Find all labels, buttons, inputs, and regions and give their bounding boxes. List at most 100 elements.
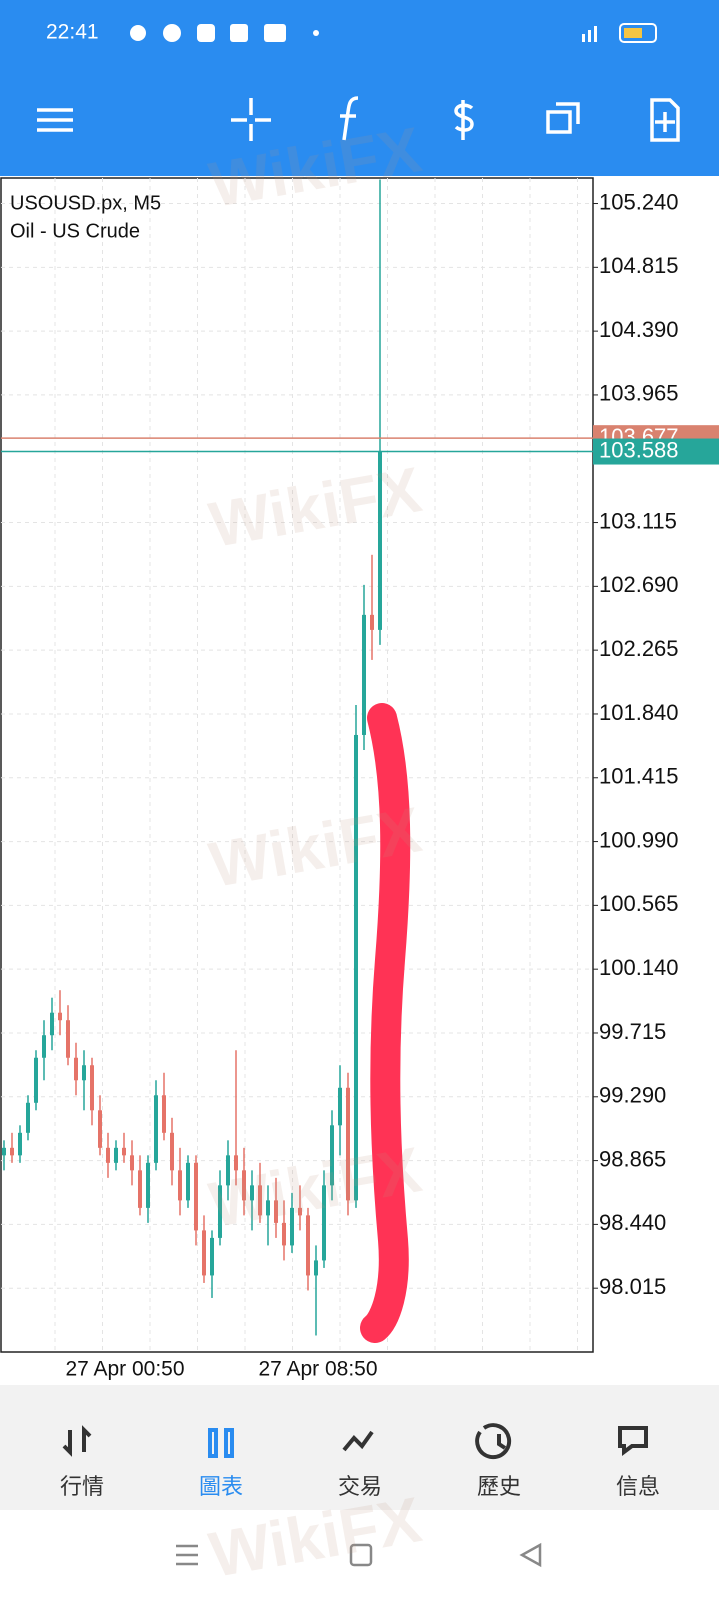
nav-icon[interactable]	[208, 1428, 234, 1458]
candle-body	[130, 1155, 134, 1171]
system-nav	[176, 1542, 542, 1568]
x-tick-label: 27 Apr 00:50	[65, 1358, 184, 1381]
candle-body	[138, 1170, 142, 1208]
candle-body	[362, 614, 366, 735]
last-price-tag	[593, 438, 719, 465]
candle-body	[66, 1020, 70, 1058]
candle-body	[18, 1132, 22, 1156]
last-price-label: 103.588	[599, 437, 679, 462]
candle-body	[146, 1162, 150, 1208]
x-tick-label: 27 Apr 08:50	[258, 1358, 377, 1381]
candle-body	[10, 1147, 14, 1156]
candle-body	[354, 734, 358, 1201]
candle-body	[74, 1057, 78, 1081]
candle-body	[298, 1207, 302, 1216]
candle-body	[330, 1125, 334, 1186]
candle-body	[250, 1185, 254, 1201]
candle-body	[170, 1132, 174, 1171]
candle-body	[226, 1155, 230, 1186]
candle-body	[242, 1170, 246, 1201]
candle-body	[162, 1095, 166, 1133]
nav-label[interactable]: 歷史	[477, 1474, 521, 1499]
new-order-button[interactable]	[650, 98, 680, 142]
indicator-button[interactable]	[340, 96, 359, 141]
y-tick-label: 100.990	[599, 827, 679, 852]
candle-body	[26, 1102, 30, 1133]
recent-button[interactable]	[176, 1544, 198, 1566]
status-icons	[130, 23, 657, 43]
y-tick-label: 103.965	[599, 381, 679, 406]
candle-body	[106, 1147, 110, 1163]
nav-icon[interactable]	[618, 1426, 648, 1456]
bottom-nav	[0, 1385, 719, 1510]
candle-body	[258, 1185, 262, 1216]
nav-tabs: 行情 圖表 交易 歷史 信息	[60, 1423, 660, 1499]
nav-icon[interactable]	[475, 1423, 512, 1460]
candle-body	[58, 1012, 62, 1021]
candle-body	[370, 614, 374, 630]
candle-body	[346, 1087, 350, 1201]
y-tick-label: 104.390	[599, 317, 679, 342]
chart-description: Oil - US Crude	[10, 220, 140, 242]
y-tick-label: 99.715	[599, 1019, 666, 1044]
y-tick-label: 101.415	[599, 764, 679, 789]
home-button[interactable]	[349, 1543, 373, 1567]
y-tick-label: 99.290	[599, 1083, 666, 1108]
y-tick-label: 101.840	[599, 700, 679, 725]
window-button[interactable]	[546, 102, 580, 134]
y-tick-label: 98.440	[599, 1210, 666, 1235]
candle-body	[322, 1185, 326, 1261]
candle-body	[122, 1147, 126, 1156]
candle-body	[290, 1207, 294, 1246]
back-button[interactable]	[519, 1542, 542, 1568]
candle-body	[274, 1200, 278, 1223]
candle-body	[50, 1012, 54, 1036]
candle-body	[282, 1222, 286, 1246]
candle-body	[314, 1260, 318, 1276]
hand-drawn-marker	[360, 703, 411, 1343]
y-tick-label: 103.115	[599, 508, 677, 533]
candle-body	[218, 1185, 222, 1238]
candle-body	[42, 1035, 46, 1058]
header-bg	[0, 0, 719, 176]
y-tick-label: 105.240	[599, 189, 679, 214]
candle-body	[34, 1057, 38, 1103]
candle-body	[178, 1170, 182, 1201]
trade-button[interactable]	[454, 100, 474, 140]
candle-body	[378, 451, 382, 630]
chart-symbol: USOUSD.px, M5	[10, 192, 161, 214]
crosshair-button[interactable]	[231, 98, 271, 141]
status-time: 22:41	[46, 21, 99, 44]
candle-body	[210, 1237, 214, 1276]
nav-label[interactable]: 圖表	[199, 1474, 243, 1499]
y-tick-label: 100.565	[599, 891, 679, 916]
candle-body	[186, 1162, 190, 1201]
candle-body	[2, 1147, 6, 1156]
candle-body	[266, 1200, 270, 1216]
chart	[0, 177, 598, 1353]
nav-icon[interactable]	[62, 1425, 92, 1457]
toolbar-icons	[37, 96, 680, 142]
candle-body	[306, 1215, 310, 1276]
menu-button[interactable]	[37, 108, 73, 132]
y-tick-label: 100.140	[599, 955, 679, 980]
y-tick-label: 98.015	[599, 1274, 666, 1299]
nav-label[interactable]: 交易	[338, 1474, 382, 1499]
nav-icon[interactable]	[342, 1430, 374, 1452]
candle-body	[90, 1065, 94, 1111]
y-tick-label: 104.815	[599, 253, 679, 278]
y-tick-label: 98.865	[599, 1146, 666, 1171]
plot-area	[0, 177, 594, 1353]
candle-body	[202, 1230, 206, 1276]
candle-body	[194, 1162, 198, 1231]
y-tick-label: 102.265	[599, 636, 679, 661]
y-tick-label: 102.690	[599, 572, 679, 597]
candle-body	[234, 1155, 238, 1171]
candle-body	[114, 1147, 118, 1163]
nav-label[interactable]: 信息	[616, 1474, 660, 1499]
nav-label[interactable]: 行情	[60, 1474, 104, 1499]
candle-body	[154, 1095, 158, 1163]
candle-body	[82, 1065, 86, 1081]
candle-body	[98, 1110, 102, 1148]
